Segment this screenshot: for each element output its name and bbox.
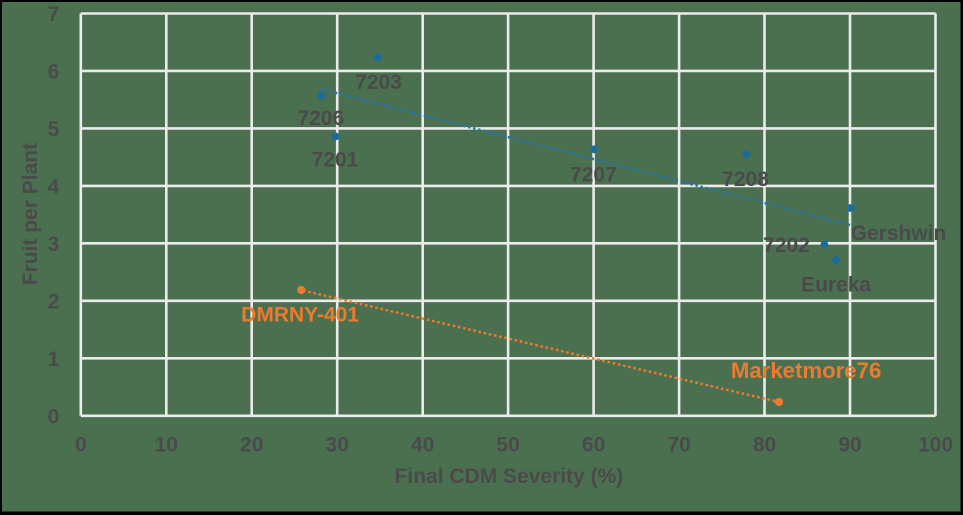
svg-text:7: 7 [48,3,60,26]
svg-text:6: 6 [48,61,60,84]
svg-text:0: 0 [75,434,87,457]
svg-text:100: 100 [918,434,953,457]
svg-text:40: 40 [411,434,434,457]
svg-text:30: 30 [326,434,349,457]
svg-text:7202: 7202 [763,234,810,257]
svg-text:70: 70 [667,434,690,457]
svg-text:Marketmore76: Marketmore76 [731,358,881,383]
svg-text:Fruit per Plant: Fruit per Plant [19,143,42,285]
svg-text:DMRNY-401: DMRNY-401 [241,304,359,327]
svg-text:60: 60 [582,434,605,457]
svg-text:3: 3 [48,233,60,256]
svg-text:7208: 7208 [722,168,769,191]
svg-text:Final CDM Severity (%): Final CDM Severity (%) [395,465,624,488]
svg-text:5: 5 [48,118,60,141]
svg-text:4: 4 [48,176,60,199]
svg-text:20: 20 [240,434,263,457]
svg-text:1: 1 [48,348,60,371]
svg-text:7206: 7206 [297,107,344,130]
svg-text:7201: 7201 [312,149,359,172]
svg-text:2: 2 [48,290,60,313]
svg-text:80: 80 [753,434,776,457]
svg-text:50: 50 [496,434,519,457]
svg-text:7207: 7207 [570,163,617,186]
svg-text:Gershwin: Gershwin [851,222,947,245]
svg-text:0: 0 [48,405,60,428]
svg-text:7203: 7203 [355,71,402,94]
svg-text:10: 10 [155,434,178,457]
svg-text:Eureka: Eureka [801,274,871,297]
svg-text:90: 90 [838,434,861,457]
